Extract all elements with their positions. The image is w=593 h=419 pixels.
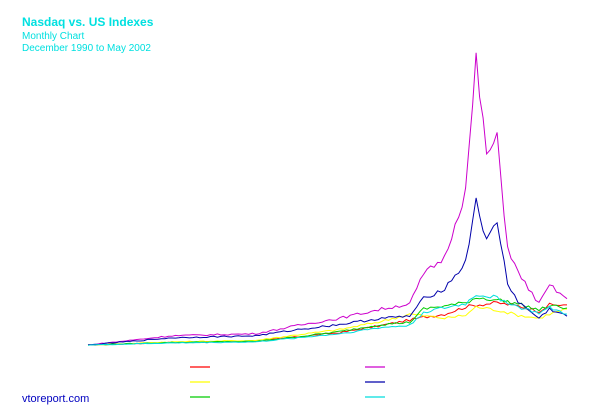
chart-subtitle: Monthly Chart (22, 31, 84, 42)
series-line-5 (87, 197, 568, 346)
series-line-4 (87, 52, 568, 346)
series-line-3 (87, 297, 568, 346)
series-line-6 (87, 294, 568, 346)
legend (190, 366, 385, 398)
chart-date-range: December 1990 to May 2002 (22, 43, 151, 54)
footer-source: vtoreport.com (22, 393, 89, 405)
series-layer (87, 52, 568, 346)
chart-title: Nasdaq vs. US Indexes (22, 15, 154, 29)
